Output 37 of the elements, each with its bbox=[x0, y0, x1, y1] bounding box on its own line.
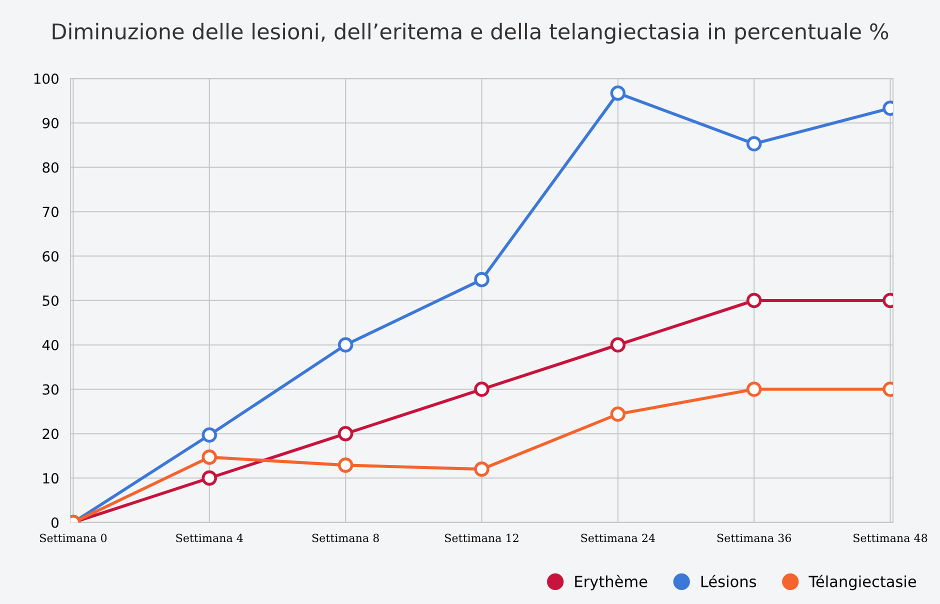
point bbox=[202, 450, 218, 465]
chart-title: Diminuzione delle lesioni, dell’eritema e della telangiectasia in percentuale % bbox=[52, 22, 888, 44]
y-tick-label: 40 bbox=[42, 340, 58, 350]
point bbox=[338, 337, 354, 353]
x-tick-label: Settimana 24 bbox=[581, 534, 656, 542]
legend-label: Télangiectasie bbox=[808, 574, 916, 590]
point bbox=[746, 136, 762, 152]
point bbox=[202, 470, 218, 486]
x-tick-label: Settimana 4 bbox=[176, 534, 243, 542]
y-tick-label: 20 bbox=[42, 428, 58, 440]
point bbox=[338, 458, 354, 473]
y-tick-label: 70 bbox=[42, 206, 58, 218]
y-tick-label: 0 bbox=[51, 517, 58, 528]
point bbox=[746, 382, 762, 397]
y-tick-label: 10 bbox=[43, 473, 58, 484]
point bbox=[610, 337, 626, 353]
y-tick-label: 90 bbox=[42, 118, 58, 128]
legend-label: Erythème bbox=[575, 574, 648, 590]
point bbox=[474, 272, 490, 288]
y-tick-label: 100 bbox=[34, 73, 58, 84]
point bbox=[746, 292, 762, 308]
x-tick-label: Settimana 12 bbox=[445, 534, 518, 542]
point bbox=[610, 406, 626, 422]
point bbox=[338, 426, 354, 442]
y-tick-label: 50 bbox=[42, 295, 58, 306]
y-tick-label: 60 bbox=[42, 251, 58, 262]
x-tick-label: Settimana 8 bbox=[312, 534, 379, 542]
x-tick-label: Settimana 0 bbox=[40, 534, 107, 542]
y-tick-label: 80 bbox=[42, 162, 58, 173]
point bbox=[202, 427, 218, 443]
point bbox=[610, 86, 626, 101]
y-tick-label: 30 bbox=[42, 384, 58, 395]
legend-label: Lésions bbox=[701, 574, 756, 588]
x-tick-label: Settimana 48 bbox=[854, 534, 928, 542]
x-tick-label: Settimana 36 bbox=[717, 534, 792, 542]
point bbox=[474, 462, 490, 477]
point bbox=[474, 382, 490, 397]
